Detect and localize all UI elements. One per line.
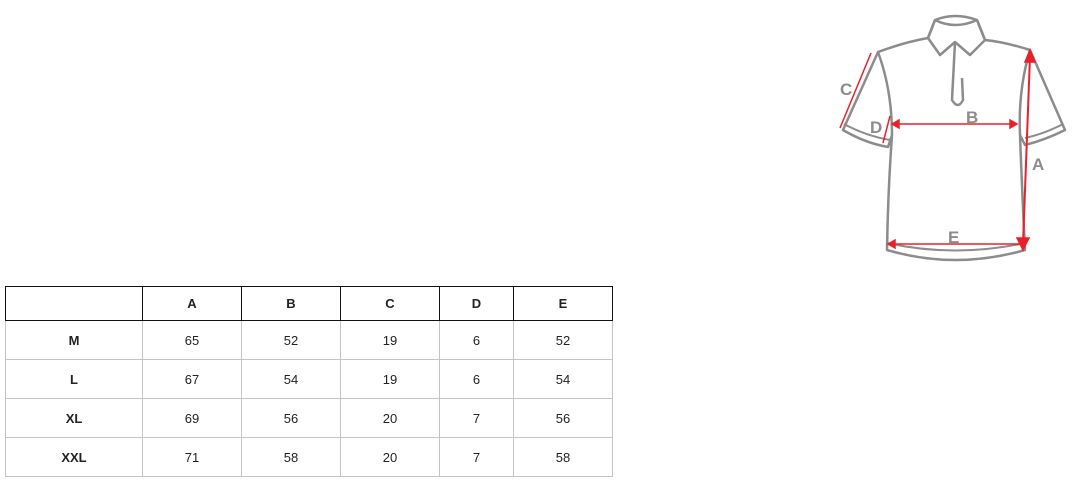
measurement-cell: 58 (513, 437, 613, 477)
measurement-cell: 20 (340, 398, 440, 438)
header-cell-e: E (513, 286, 613, 321)
measurement-cell: 65 (142, 320, 242, 360)
label-e: E (948, 228, 959, 247)
measurement-cell: 19 (340, 320, 440, 360)
label-d: D (870, 118, 882, 137)
size-label: L (5, 359, 143, 399)
size-label: XL (5, 398, 143, 438)
measurement-lines (839, 48, 1037, 252)
label-c: C (840, 80, 852, 99)
header-cell-b: B (241, 286, 341, 321)
measurement-cell: 54 (241, 359, 341, 399)
size-label: M (5, 320, 143, 360)
measurement-cell: 67 (142, 359, 242, 399)
arrow-up-icon (1023, 48, 1037, 63)
measurement-cell: 6 (439, 359, 514, 399)
header-cell-c: C (340, 286, 440, 321)
measurement-cell: 52 (241, 320, 341, 360)
size-label: XXL (5, 437, 143, 477)
table-row: XL 69 56 20 7 56 (5, 398, 613, 438)
measurement-cell: 69 (142, 398, 242, 438)
measurement-cell: 19 (340, 359, 440, 399)
arrow-down-icon (1015, 237, 1031, 252)
header-cell-a: A (142, 286, 242, 321)
size-chart-table: A B C D E M 65 52 19 6 52 L 67 54 19 6 54 XL 69 56 20 7 5… (5, 286, 613, 477)
label-a: A (1032, 155, 1044, 174)
table-row: L 67 54 19 6 54 (5, 359, 613, 399)
measurement-cell: 6 (439, 320, 514, 360)
label-b: B (966, 108, 978, 127)
table-header-row: A B C D E (5, 286, 613, 321)
measurement-cell: 7 (439, 398, 514, 438)
measurement-cell: 58 (241, 437, 341, 477)
measurement-cell: 7 (439, 437, 514, 477)
measurement-cell: 56 (241, 398, 341, 438)
measurement-cell: 20 (340, 437, 440, 477)
table-row: XXL 71 58 20 7 58 (5, 437, 613, 477)
header-cell-d: D (439, 286, 514, 321)
table-row: M 65 52 19 6 52 (5, 320, 613, 360)
polo-shirt-measurement-diagram: C D B A E (839, 14, 1067, 262)
measurement-cell: 71 (142, 437, 242, 477)
measurement-cell: 54 (513, 359, 613, 399)
measurement-cell: 56 (513, 398, 613, 438)
header-cell-empty (5, 286, 143, 321)
measurement-cell: 52 (513, 320, 613, 360)
